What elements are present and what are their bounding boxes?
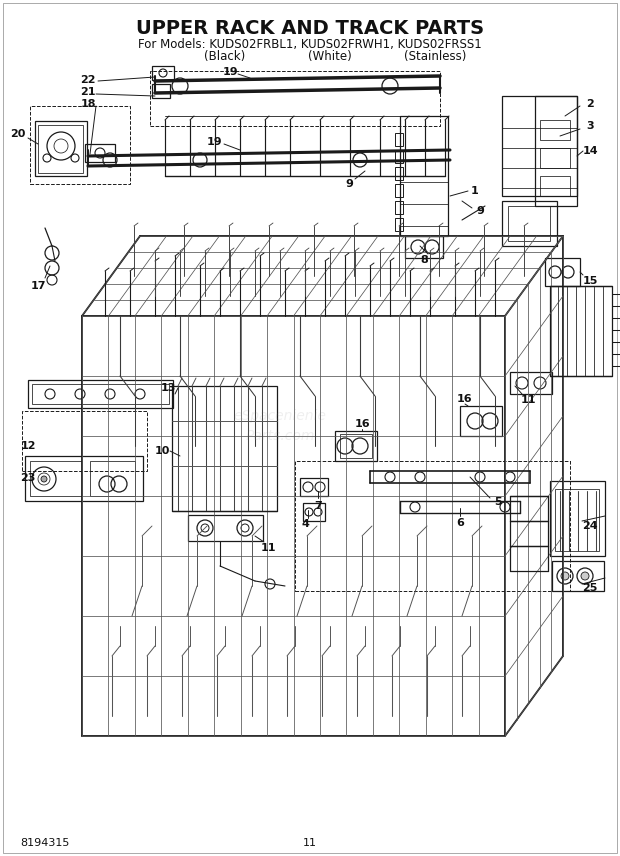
Text: (White): (White) [308,50,352,62]
Bar [152,84,170,98]
Text: 18: 18 [80,99,95,109]
Text: 16: 16 [354,419,370,429]
Bar [152,66,174,80]
Text: 11: 11 [520,395,536,405]
Bar [395,184,403,197]
Circle shape [41,476,47,482]
Text: 9: 9 [345,179,353,189]
Text: 15: 15 [582,276,598,286]
Bar [395,218,403,231]
Bar [300,478,328,496]
Text: 25: 25 [582,583,598,593]
Text: 21: 21 [80,87,95,97]
Bar [395,133,403,146]
Bar [502,96,577,196]
Text: 24: 24 [582,521,598,531]
Bar [28,380,173,408]
Text: eSpacenienie
Parts.com: eSpacenienie Parts.com [234,409,327,443]
Circle shape [581,572,589,580]
Bar [502,201,557,246]
Text: 12: 12 [20,441,36,451]
Bar [405,236,443,258]
Bar [508,206,550,241]
Bar [395,201,403,214]
Bar [510,372,552,394]
Text: 13: 13 [161,383,175,393]
Text: 2: 2 [586,99,594,109]
Bar [38,125,83,173]
Text: 17: 17 [30,281,46,291]
Text: 1: 1 [471,186,479,196]
Bar [460,406,502,436]
Text: 6: 6 [456,518,464,528]
Bar [545,258,580,286]
Bar [22,411,147,471]
Text: 5: 5 [494,497,502,507]
Text: 11: 11 [303,838,317,848]
Bar [90,461,135,496]
Text: 8194315: 8194315 [20,838,69,848]
Bar [552,561,604,591]
Text: 4: 4 [301,519,309,529]
Text: 7: 7 [314,501,322,511]
Bar [172,386,277,511]
Bar [85,144,115,162]
Text: 8: 8 [420,255,428,265]
Circle shape [561,572,569,580]
Text: 19: 19 [207,137,223,147]
Bar [395,167,403,180]
Text: (Stainless): (Stainless) [404,50,466,62]
Text: 9: 9 [476,206,484,216]
Text: 19: 19 [222,67,238,77]
Bar [150,71,440,126]
Bar [550,481,605,556]
Bar [35,121,87,176]
Text: 22: 22 [80,75,95,85]
Bar [400,116,448,236]
Bar [540,120,570,140]
Text: 11: 11 [260,543,276,553]
Bar [30,106,130,184]
Text: 3: 3 [586,121,594,131]
Text: For Models: KUDS02FRBL1, KUDS02FRWH1, KUDS02FRSS1: For Models: KUDS02FRBL1, KUDS02FRWH1, KU… [138,38,482,51]
Bar [540,148,570,168]
Bar [535,96,577,206]
Bar [295,461,570,591]
Text: 10: 10 [154,446,170,456]
Text: 20: 20 [11,129,25,139]
Text: 16: 16 [457,394,473,404]
Bar [540,176,570,196]
Text: UPPER RACK AND TRACK PARTS: UPPER RACK AND TRACK PARTS [136,19,484,38]
Text: 23: 23 [20,473,36,483]
Bar [303,503,325,521]
Bar [335,431,377,461]
Text: 14: 14 [582,146,598,156]
Bar [550,286,612,376]
Bar [188,515,263,541]
Bar [32,384,169,404]
Bar [30,461,82,496]
Text: (Black): (Black) [205,50,246,62]
Bar [395,150,403,163]
Bar [25,456,143,501]
Bar [340,434,372,458]
Bar [555,489,599,551]
